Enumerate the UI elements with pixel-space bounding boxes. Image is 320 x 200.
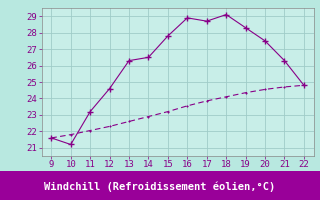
Text: Windchill (Refroidissement éolien,°C): Windchill (Refroidissement éolien,°C) bbox=[44, 182, 276, 192]
